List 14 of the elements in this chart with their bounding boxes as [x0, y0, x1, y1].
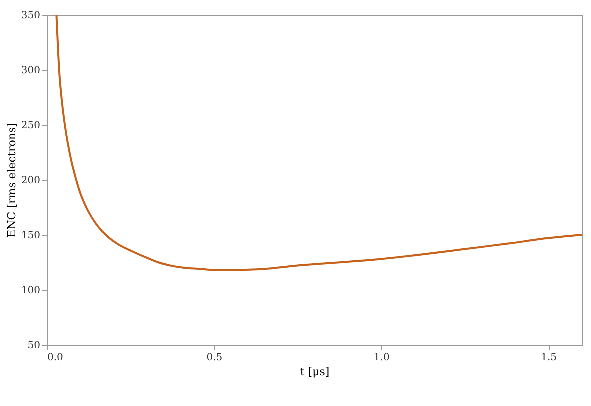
y-tick-label: 350: [21, 10, 40, 22]
x-tick-label: 0.0: [48, 352, 64, 364]
y-tick-label: 300: [21, 66, 40, 76]
y-tick-label: 50: [28, 340, 40, 352]
y-axis-title: ENC [rms electrons]: [5, 123, 18, 238]
y-tick-label: 250: [21, 120, 40, 132]
x-tick-label: 1.0: [374, 352, 390, 364]
x-tick-label: 0.5: [206, 352, 223, 364]
line-series: [56, 15, 582, 272]
y-tick-label: 100: [21, 286, 40, 296]
y-tick-label: 150: [21, 230, 40, 242]
x-tick-label: 1.5: [541, 352, 558, 364]
y-tick-label: 200: [21, 176, 40, 186]
x-axis-title: t [μs]: [300, 366, 330, 378]
